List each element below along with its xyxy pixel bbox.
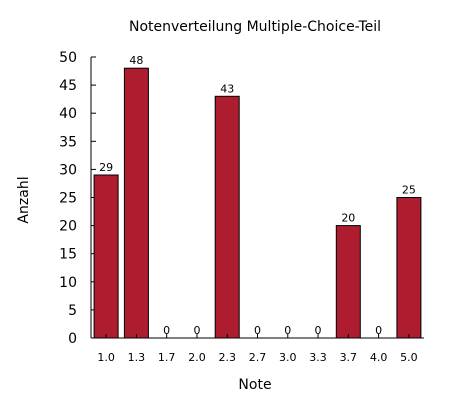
data-label: 20 — [341, 212, 355, 225]
y-tick-label: 15 — [59, 247, 77, 263]
y-tick-label: 50 — [59, 50, 77, 66]
y-tick-label: 20 — [59, 219, 77, 235]
x-tick-label: 5.0 — [400, 351, 418, 364]
data-label: 0 — [315, 324, 322, 337]
bar-5-0 — [396, 197, 422, 339]
data-label: 0 — [284, 324, 291, 337]
bar-1-3 — [123, 67, 149, 339]
x-tick-label: 2.3 — [218, 351, 236, 364]
y-tick-label: 35 — [59, 134, 77, 150]
data-label: 0 — [254, 324, 261, 337]
y-tick-label: 40 — [59, 106, 77, 122]
x-axis-label: Note — [238, 377, 271, 393]
plot-area: 0 5 10 15 20 25 30 35 40 45 50 1.0 29 1.3 48 1.7 0 2.0 0 2.… — [59, 50, 424, 364]
y-tick-label: 10 — [59, 275, 77, 291]
chart-title: Notenverteilung Multiple-Choice-Teil — [129, 19, 381, 35]
y-tick-label: 25 — [59, 191, 77, 207]
x-tick-label: 1.3 — [128, 351, 146, 364]
bar-3-7 — [335, 225, 361, 339]
x-tick-label: 3.7 — [340, 351, 358, 364]
data-label: 29 — [99, 161, 113, 174]
data-label: 48 — [129, 54, 143, 67]
y-tick-label: 5 — [68, 303, 77, 319]
x-tick-label: 4.0 — [370, 351, 388, 364]
data-label: 0 — [375, 324, 382, 337]
bar-1-0 — [93, 174, 119, 339]
y-axis-label: Anzahl — [16, 176, 32, 223]
x-tick-label: 1.7 — [158, 351, 176, 364]
data-label: 0 — [193, 324, 200, 337]
x-tick-label: 3.0 — [279, 351, 297, 364]
x-tick-label: 3.3 — [309, 351, 327, 364]
data-label: 25 — [402, 184, 416, 197]
y-tick-label: 30 — [59, 162, 77, 178]
x-tick-label: 2.7 — [249, 351, 267, 364]
data-label: 43 — [220, 82, 234, 95]
y-tick-label: 45 — [59, 78, 77, 94]
bar-2-3 — [214, 95, 240, 339]
x-tick-label: 2.0 — [188, 351, 206, 364]
y-tick-label: 0 — [68, 331, 77, 347]
x-tick-label: 1.0 — [97, 351, 115, 364]
data-label: 0 — [163, 324, 170, 337]
